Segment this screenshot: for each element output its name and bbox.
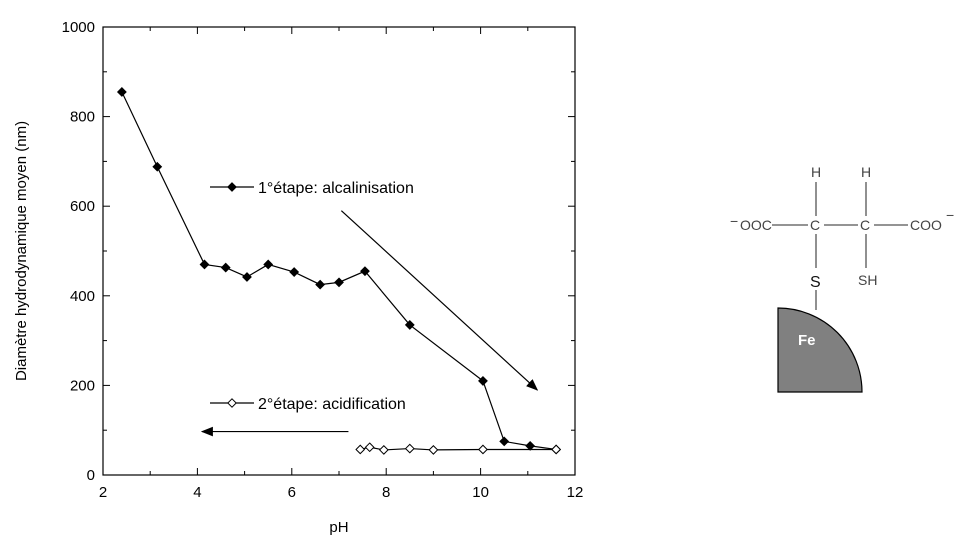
right-charge: − — [946, 207, 954, 223]
right-carboxylate: COO — [910, 217, 942, 233]
legend-label-alcalinisation: 1°étape: alcalinisation — [258, 180, 414, 197]
series-layer — [116, 87, 562, 455]
legend: 1°étape: alcalinisation 2°étape: acidifi… — [210, 180, 414, 413]
series-1-point — [355, 444, 366, 455]
series-0-point — [116, 87, 127, 97]
x-tick-label: 6 — [288, 484, 296, 501]
series-1-point — [364, 442, 375, 453]
left-carboxylate: OOC — [740, 217, 772, 233]
series-line-1 — [360, 446, 557, 451]
left-charge: − — [730, 213, 738, 229]
carbon-2: C — [860, 217, 870, 233]
arrow-down-right — [340, 210, 539, 391]
x-tick-label: 8 — [382, 484, 390, 501]
series-1-point — [428, 445, 439, 455]
chart-svg: 2 4 6 8 10 12 0 200 400 600 800 1000 pH Diamètre hy… — [13, 19, 584, 536]
series-0-point — [242, 272, 252, 282]
series-0-point — [152, 161, 163, 172]
thiol-group: SH — [858, 272, 877, 288]
legend-marker-acidification — [227, 398, 237, 408]
series-0-point — [199, 259, 210, 270]
x-axis-title: pH — [329, 519, 348, 536]
series-0-point — [404, 320, 415, 330]
hydrogen-1: H — [811, 164, 821, 180]
series-1-point — [404, 443, 415, 454]
series-0-point — [360, 266, 370, 277]
y-tick-label: 1000 — [62, 19, 95, 36]
series-0-point — [478, 376, 488, 386]
x-tick-label: 12 — [567, 484, 584, 501]
series-0-point — [499, 436, 510, 447]
legend-label-acidification: 2°étape: acidification — [258, 396, 406, 413]
y-tick-label: 200 — [70, 377, 95, 394]
molecule-diagram: − OOC C C COO − H H S SH Fe — [730, 164, 954, 393]
series-1-point — [378, 445, 389, 455]
series-0-point — [334, 277, 344, 288]
series-0-point — [289, 267, 300, 277]
series-0-point — [220, 262, 231, 273]
annotation-arrows — [200, 210, 539, 437]
series-0-point — [263, 259, 274, 270]
iron-label: Fe — [798, 332, 816, 349]
carbon-1: C — [810, 217, 820, 233]
y-tick-label: 400 — [70, 288, 95, 305]
y-tick-label: 800 — [70, 109, 95, 126]
axis-ticks — [102, 26, 576, 476]
hydrogen-2: H — [861, 164, 871, 180]
series-1-point — [551, 444, 562, 455]
y-tick-label: 0 — [87, 467, 95, 484]
legend-marker-alcalinisation — [227, 182, 237, 192]
series-1-point — [478, 444, 488, 455]
iron-particle — [777, 307, 863, 393]
axis-tick-labels: 2 4 6 8 10 12 0 200 400 600 800 1000 — [62, 19, 584, 501]
series-0-point — [315, 279, 326, 290]
x-tick-label: 10 — [472, 484, 489, 501]
sulfur-atom: S — [810, 274, 821, 291]
x-tick-label: 4 — [193, 484, 201, 501]
y-tick-label: 600 — [70, 198, 95, 215]
y-axis-title: Diamètre hydrodynamique moyen (nm) — [13, 121, 30, 381]
x-tick-label: 2 — [99, 484, 107, 501]
series-0-point — [525, 440, 536, 451]
